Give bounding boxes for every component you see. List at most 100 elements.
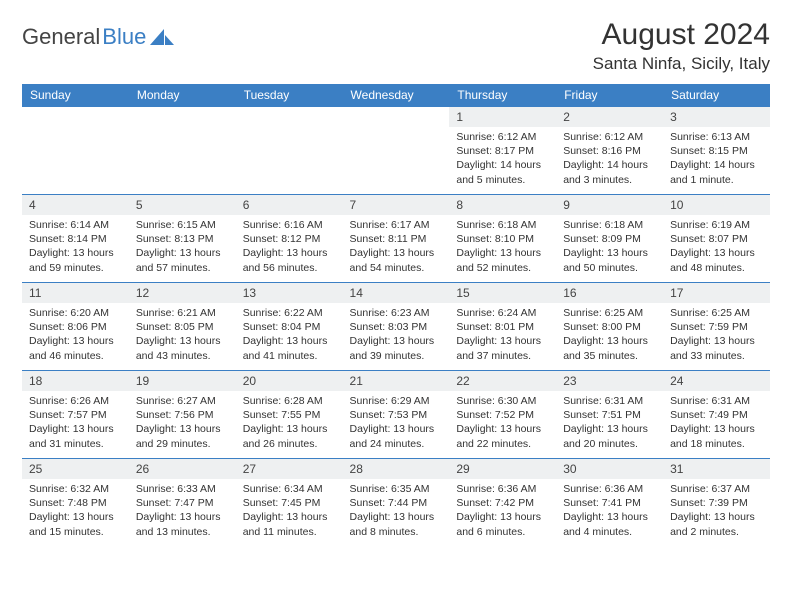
day-sunrise: Sunrise: 6:24 AM [456,306,549,320]
logo-text-general: General [22,24,100,50]
day-sunset: Sunset: 8:16 PM [563,144,656,158]
day-number: 25 [22,459,129,479]
day-daylight2: and 54 minutes. [350,261,443,275]
day-sunrise: Sunrise: 6:33 AM [136,482,229,496]
calendar-body: 1Sunrise: 6:12 AMSunset: 8:17 PMDaylight… [22,107,770,547]
day-number: 14 [343,283,450,303]
day-detail: Sunrise: 6:25 AMSunset: 7:59 PMDaylight:… [663,303,770,368]
calendar-day-cell: 27Sunrise: 6:34 AMSunset: 7:45 PMDayligh… [236,459,343,547]
day-daylight1: Daylight: 13 hours [563,422,656,436]
day-sunset: Sunset: 8:04 PM [243,320,336,334]
calendar-day-cell: 22Sunrise: 6:30 AMSunset: 7:52 PMDayligh… [449,371,556,459]
day-daylight1: Daylight: 13 hours [136,510,229,524]
day-sunset: Sunset: 8:10 PM [456,232,549,246]
day-sunrise: Sunrise: 6:36 AM [563,482,656,496]
logo: GeneralBlue [22,18,176,50]
day-sunrise: Sunrise: 6:29 AM [350,394,443,408]
day-number: 8 [449,195,556,215]
calendar-day-cell: 11Sunrise: 6:20 AMSunset: 8:06 PMDayligh… [22,283,129,371]
day-number: 10 [663,195,770,215]
location: Santa Ninfa, Sicily, Italy [593,54,770,74]
day-sunrise: Sunrise: 6:30 AM [456,394,549,408]
day-sunset: Sunset: 7:49 PM [670,408,763,422]
day-daylight1: Daylight: 13 hours [243,422,336,436]
day-sunset: Sunset: 7:41 PM [563,496,656,510]
day-sunset: Sunset: 7:53 PM [350,408,443,422]
day-daylight2: and 8 minutes. [350,525,443,539]
day-sunset: Sunset: 7:59 PM [670,320,763,334]
calendar-day-cell: 18Sunrise: 6:26 AMSunset: 7:57 PMDayligh… [22,371,129,459]
day-sunset: Sunset: 8:13 PM [136,232,229,246]
calendar-day-cell: 21Sunrise: 6:29 AMSunset: 7:53 PMDayligh… [343,371,450,459]
day-detail: Sunrise: 6:17 AMSunset: 8:11 PMDaylight:… [343,215,450,280]
day-sunset: Sunset: 7:51 PM [563,408,656,422]
day-detail: Sunrise: 6:19 AMSunset: 8:07 PMDaylight:… [663,215,770,280]
calendar-day-cell: 10Sunrise: 6:19 AMSunset: 8:07 PMDayligh… [663,195,770,283]
day-sunset: Sunset: 8:05 PM [136,320,229,334]
day-sunset: Sunset: 8:14 PM [29,232,122,246]
day-daylight1: Daylight: 13 hours [136,422,229,436]
day-sunrise: Sunrise: 6:25 AM [563,306,656,320]
day-daylight1: Daylight: 13 hours [670,334,763,348]
day-sunrise: Sunrise: 6:34 AM [243,482,336,496]
day-daylight1: Daylight: 13 hours [243,334,336,348]
day-number: 22 [449,371,556,391]
day-daylight1: Daylight: 13 hours [243,246,336,260]
day-sunset: Sunset: 8:11 PM [350,232,443,246]
day-number: 1 [449,107,556,127]
weekday-header: Thursday [449,84,556,107]
day-sunrise: Sunrise: 6:16 AM [243,218,336,232]
day-sunrise: Sunrise: 6:15 AM [136,218,229,232]
weekday-header: Sunday [22,84,129,107]
day-sunset: Sunset: 7:47 PM [136,496,229,510]
day-number: 5 [129,195,236,215]
day-daylight1: Daylight: 13 hours [350,422,443,436]
day-sunset: Sunset: 8:03 PM [350,320,443,334]
day-sunset: Sunset: 7:55 PM [243,408,336,422]
calendar-day-cell: 28Sunrise: 6:35 AMSunset: 7:44 PMDayligh… [343,459,450,547]
day-sunset: Sunset: 7:39 PM [670,496,763,510]
day-daylight2: and 6 minutes. [456,525,549,539]
day-daylight1: Daylight: 14 hours [456,158,549,172]
day-daylight1: Daylight: 13 hours [350,246,443,260]
calendar-table: SundayMondayTuesdayWednesdayThursdayFrid… [22,84,770,547]
day-daylight1: Daylight: 13 hours [456,334,549,348]
day-daylight1: Daylight: 13 hours [350,510,443,524]
day-sunrise: Sunrise: 6:32 AM [29,482,122,496]
day-sunrise: Sunrise: 6:35 AM [350,482,443,496]
day-daylight2: and 43 minutes. [136,349,229,363]
calendar-day-cell: 12Sunrise: 6:21 AMSunset: 8:05 PMDayligh… [129,283,236,371]
day-daylight2: and 22 minutes. [456,437,549,451]
day-daylight1: Daylight: 13 hours [243,510,336,524]
day-sunset: Sunset: 7:52 PM [456,408,549,422]
day-sunset: Sunset: 7:45 PM [243,496,336,510]
day-daylight2: and 48 minutes. [670,261,763,275]
calendar-day-cell: 31Sunrise: 6:37 AMSunset: 7:39 PMDayligh… [663,459,770,547]
day-daylight2: and 41 minutes. [243,349,336,363]
day-number: 6 [236,195,343,215]
day-sunset: Sunset: 8:15 PM [670,144,763,158]
day-daylight1: Daylight: 13 hours [456,246,549,260]
day-detail: Sunrise: 6:33 AMSunset: 7:47 PMDaylight:… [129,479,236,544]
day-detail: Sunrise: 6:22 AMSunset: 8:04 PMDaylight:… [236,303,343,368]
calendar-day-cell [129,107,236,195]
calendar-day-cell [236,107,343,195]
calendar-week-row: 1Sunrise: 6:12 AMSunset: 8:17 PMDaylight… [22,107,770,195]
day-daylight1: Daylight: 13 hours [350,334,443,348]
day-number: 17 [663,283,770,303]
day-detail: Sunrise: 6:27 AMSunset: 7:56 PMDaylight:… [129,391,236,456]
day-sunset: Sunset: 8:07 PM [670,232,763,246]
day-daylight1: Daylight: 14 hours [563,158,656,172]
calendar-day-cell: 1Sunrise: 6:12 AMSunset: 8:17 PMDaylight… [449,107,556,195]
day-sunrise: Sunrise: 6:37 AM [670,482,763,496]
day-number: 3 [663,107,770,127]
calendar-day-cell: 9Sunrise: 6:18 AMSunset: 8:09 PMDaylight… [556,195,663,283]
calendar-week-row: 25Sunrise: 6:32 AMSunset: 7:48 PMDayligh… [22,459,770,547]
calendar-day-cell: 3Sunrise: 6:13 AMSunset: 8:15 PMDaylight… [663,107,770,195]
weekday-header: Monday [129,84,236,107]
day-number: 11 [22,283,129,303]
day-detail: Sunrise: 6:32 AMSunset: 7:48 PMDaylight:… [22,479,129,544]
header: GeneralBlue August 2024 Santa Ninfa, Sic… [22,18,770,74]
day-sunset: Sunset: 7:48 PM [29,496,122,510]
title-block: August 2024 Santa Ninfa, Sicily, Italy [593,18,770,74]
